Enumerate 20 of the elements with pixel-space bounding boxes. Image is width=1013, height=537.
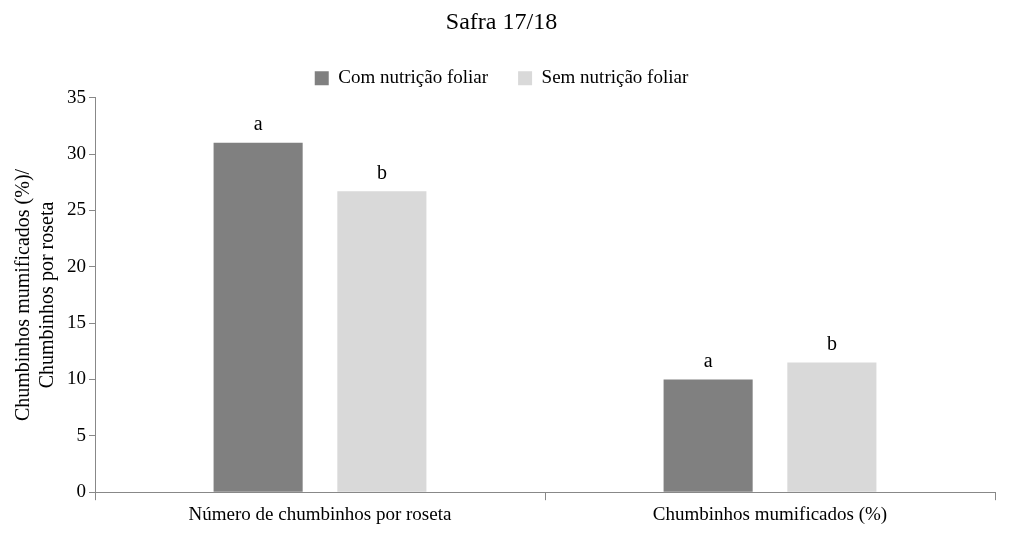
y-tick-label: 35 <box>67 85 86 107</box>
legend-label: Sem nutrição foliar <box>541 66 689 88</box>
y-tick-label: 20 <box>67 254 86 276</box>
chart-title: Safra 17/18 <box>445 7 558 34</box>
y-axis-title: Chumbinhos mumificados (%)/ Chumbinhos por roseta <box>11 168 59 422</box>
bar <box>787 362 877 492</box>
bar <box>337 191 427 492</box>
data-label: a <box>703 348 713 371</box>
y-tick-label: 15 <box>67 311 86 333</box>
data-label: b <box>826 331 837 354</box>
x-tick-label: Número de chumbinhos por roseta <box>188 502 452 524</box>
y-tick-label: 25 <box>67 198 86 220</box>
x-tick-label: Chumbinhos mumificados (%) <box>652 502 888 525</box>
data-label: a <box>253 112 263 135</box>
legend-label: Com nutrição foliar <box>338 66 489 88</box>
y-tick-label: 10 <box>67 367 86 389</box>
data-label: b <box>376 160 387 183</box>
y-tick-label: 30 <box>67 142 86 164</box>
y-tick-label: 5 <box>76 423 86 445</box>
y-tick-label: 0 <box>76 480 86 502</box>
